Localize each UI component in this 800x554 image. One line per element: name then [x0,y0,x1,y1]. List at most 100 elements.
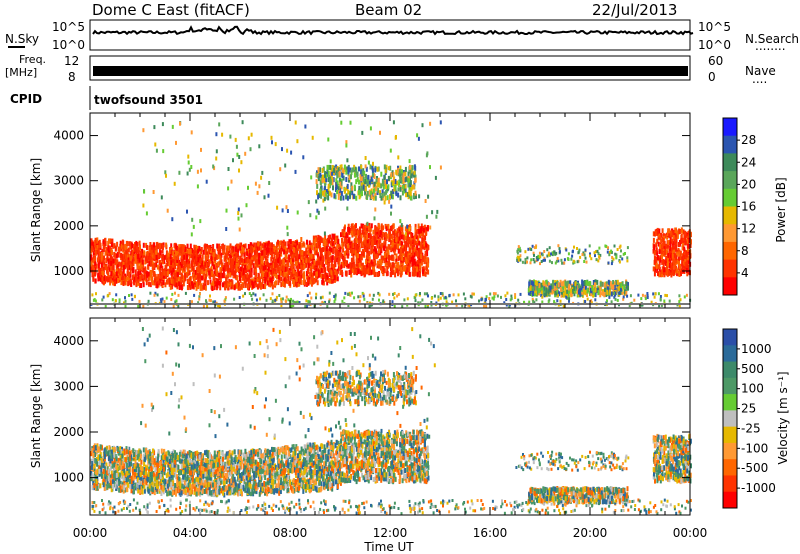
data-cell [421,237,424,243]
data-cell [109,251,112,257]
data-cell [362,251,365,257]
data-cell [256,245,259,251]
data-cell [670,265,673,271]
data-cell [397,192,400,198]
data-cell [188,270,191,276]
data-cell [197,266,200,272]
data-cell [315,260,318,266]
data-cell [663,241,666,247]
data-cell [137,274,140,280]
data-cell [571,289,574,294]
data-cell [213,284,216,290]
data-cell [137,271,140,277]
data-cell [216,263,218,269]
data-cell [328,267,331,273]
data-cell [106,276,108,282]
data-cell [106,253,109,259]
data-cell [383,253,386,258]
data-cell [185,252,188,258]
data-cell [307,260,310,266]
data-cell [552,283,555,289]
data-cell [113,274,116,280]
data-cell [687,269,690,275]
data-cell [414,265,417,271]
data-cell [320,267,323,273]
data-cell [668,256,671,262]
data-cell [353,264,356,270]
data-cell [269,248,272,254]
data-cell [250,267,253,273]
data-cell [686,264,689,270]
data-cell [416,259,419,265]
data-cell [224,264,227,270]
data-cell [677,242,680,247]
data-cell [304,255,307,261]
data-cell [322,247,325,252]
data-cell [259,268,262,274]
data-cell [676,230,679,236]
data-cell [348,270,351,275]
data-cell [357,235,360,241]
data-cell [330,273,333,279]
data-cell [610,291,613,297]
data-cell [318,192,321,198]
data-cell [346,183,349,189]
data-cell [326,265,329,271]
data-cell [149,291,152,295]
data-cell [277,252,280,258]
data-cell [218,280,220,286]
data-cell [324,234,327,240]
data-cell [313,278,316,284]
data-cell [587,281,590,287]
data-cell [557,282,560,288]
data-cell [549,285,552,291]
data-cell [302,280,305,286]
data-cell [355,269,357,275]
data-cell [165,270,168,276]
data-cell [181,248,184,254]
data-cell [409,195,412,201]
data-cell [120,271,123,277]
data-cell [331,237,334,243]
data-cell [378,258,381,264]
data-cell [189,243,192,249]
data-cell [585,280,588,285]
data-cell [124,276,127,282]
data-cell [292,268,295,274]
data-cell [146,245,148,250]
data-cell [657,271,659,277]
data-cell [104,250,107,256]
data-cell [300,251,302,257]
data-cell [169,248,172,253]
data-cell [113,270,116,275]
data-cell [406,267,409,273]
data-cell [248,282,251,288]
data-cell [316,183,319,189]
data-cell [264,255,267,261]
data-cell [107,271,110,277]
data-cell [560,281,563,287]
data-cell [272,268,275,274]
data-cell [324,267,326,273]
data-cell [291,271,294,277]
data-cell [347,248,350,254]
data-cell [330,270,333,276]
data-cell [667,240,670,246]
data-cell [254,262,257,268]
data-cell [658,249,661,254]
data-cell [229,281,232,287]
data-cell [379,246,382,252]
data-cell [184,254,187,260]
data-cell [266,280,269,286]
data-cell [98,259,101,265]
data-cell [612,284,615,290]
data-cell [416,245,419,251]
data-cell [322,166,325,172]
data-cell [599,281,602,287]
data-cell [303,251,306,257]
data-cell [176,272,179,278]
data-cell [316,263,319,269]
data-cell [179,261,182,267]
data-cell [392,180,395,186]
data-cell [360,265,363,271]
